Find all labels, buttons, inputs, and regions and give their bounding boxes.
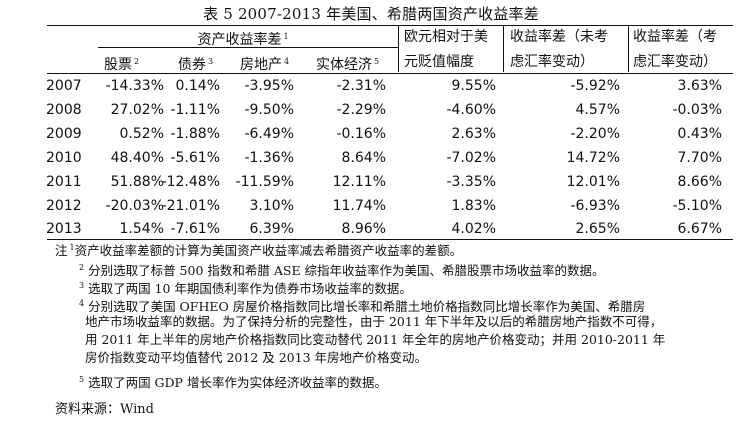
row-year: 2013 bbox=[46, 221, 82, 237]
header-stock: 股票 2 bbox=[104, 57, 140, 73]
header-separator bbox=[503, 26, 504, 72]
cell-bond: -1.88% bbox=[170, 126, 220, 142]
cell-spread-no-fx: 14.72% bbox=[566, 150, 620, 166]
row-year: 2007 bbox=[46, 78, 82, 94]
cell-realeconomy: -2.31% bbox=[336, 78, 386, 94]
cell-realestate: -3.95% bbox=[244, 78, 294, 94]
note-4-cont: 地产市场收益率的数据。为了保持分析的完整性，由于 2011 年下半年及以后的希腊… bbox=[85, 314, 663, 329]
note-5: 5 选取了两国 GDP 增长率作为实体经济收益率的数据。 bbox=[79, 375, 387, 390]
cell-bond: -12.48% bbox=[161, 174, 220, 190]
cell-euro-depreciation: -3.35% bbox=[446, 174, 496, 190]
cell-spread-no-fx: -2.20% bbox=[570, 126, 620, 142]
cell-euro-depreciation: -7.02% bbox=[446, 150, 496, 166]
cell-realeconomy: -2.29% bbox=[336, 102, 386, 118]
header-realestate: 房地产 4 bbox=[240, 57, 290, 73]
header-realeconomy: 实体经济 5 bbox=[316, 57, 380, 73]
cell-bond: -21.01% bbox=[161, 198, 220, 214]
header-group-label: 资产收益率差 1 bbox=[197, 32, 289, 48]
header-spread-no-fx-2: 虑汇率变动） bbox=[510, 54, 594, 70]
source-line: 资料来源：Wind bbox=[55, 402, 154, 417]
cell-bond: -5.61% bbox=[170, 150, 220, 166]
cell-realestate: -9.50% bbox=[244, 102, 294, 118]
row-year: 2010 bbox=[46, 150, 82, 166]
top-rule bbox=[47, 25, 733, 26]
cell-bond: 0.14% bbox=[175, 78, 220, 94]
note-1: 注 1资产收益率差额的计算为美国资产收益率减去希腊资产收益率的差额。 bbox=[55, 243, 463, 258]
cell-realeconomy: 8.64% bbox=[341, 150, 386, 166]
cell-realestate: -1.36% bbox=[244, 150, 294, 166]
cell-bond: -7.61% bbox=[170, 221, 220, 237]
cell-euro-depreciation: 2.63% bbox=[451, 126, 496, 142]
header-euro-depreciation-1: 欧元相对于美 bbox=[404, 29, 488, 45]
table-title: 表 5 2007-2013 年美国、希腊两国资产收益率差 bbox=[203, 5, 539, 23]
cell-realestate: 6.39% bbox=[249, 221, 294, 237]
cell-spread-no-fx: 2.65% bbox=[575, 221, 620, 237]
cell-euro-depreciation: 4.02% bbox=[451, 221, 496, 237]
note-4-cont: 房价指数变动平均值替代 2012 及 2013 年房地产价格变动。 bbox=[85, 350, 428, 365]
header-rule bbox=[47, 73, 733, 74]
cell-stock: -14.33% bbox=[105, 78, 164, 94]
header-spread-fx-2: 虑汇率变动） bbox=[633, 54, 717, 70]
cell-spread-fx: 8.66% bbox=[677, 174, 722, 190]
cell-stock: 1.54% bbox=[119, 221, 164, 237]
header-spread-no-fx-1: 收益率差（未考 bbox=[510, 29, 608, 45]
cell-realestate: -11.59% bbox=[235, 174, 294, 190]
cell-spread-no-fx: 4.57% bbox=[575, 102, 620, 118]
row-year: 2009 bbox=[46, 126, 82, 142]
cell-realestate: -6.49% bbox=[244, 126, 294, 142]
cell-spread-fx: -0.03% bbox=[672, 102, 722, 118]
cell-stock: 48.40% bbox=[110, 150, 164, 166]
cell-bond: -1.11% bbox=[170, 102, 220, 118]
cell-stock: -20.03% bbox=[105, 198, 164, 214]
cell-spread-fx: 0.43% bbox=[677, 126, 722, 142]
header-bond: 债券 3 bbox=[178, 57, 214, 73]
header-spread-fx-1: 收益率差（考 bbox=[633, 29, 717, 45]
note-4-cont: 用 2011 年上半年的房地产价格指数同比变动替代 2011 年全年的房地产价格… bbox=[85, 332, 666, 347]
cell-spread-fx: 7.70% bbox=[677, 150, 722, 166]
cell-realestate: 3.10% bbox=[249, 198, 294, 214]
note-3: 3 选取了两国 10 年期国债利率作为债券市场收益率的数据。 bbox=[79, 281, 412, 296]
cell-realeconomy: 12.11% bbox=[332, 174, 386, 190]
cell-spread-no-fx: -6.93% bbox=[570, 198, 620, 214]
note-4: 4 分别选取了美国 OFHEO 房屋价格指数同比增长率和希腊土地价格指数同比增长… bbox=[79, 299, 646, 314]
cell-stock: 51.88% bbox=[110, 174, 164, 190]
cell-realeconomy: 8.96% bbox=[341, 221, 386, 237]
row-year: 2012 bbox=[46, 198, 82, 214]
row-year: 2011 bbox=[46, 174, 82, 190]
cell-spread-fx: -5.10% bbox=[672, 198, 722, 214]
header-separator bbox=[628, 26, 629, 72]
cell-spread-fx: 3.63% bbox=[677, 78, 722, 94]
cell-stock: 0.52% bbox=[119, 126, 164, 142]
bottom-rule bbox=[47, 239, 733, 240]
note-2: 2 分别选取了标普 500 指数和希腊 ASE 综指年收益率作为美国、希腊股票市… bbox=[79, 263, 605, 278]
cell-realeconomy: 11.74% bbox=[332, 198, 386, 214]
header-group-underline bbox=[98, 47, 398, 48]
cell-euro-depreciation: -4.60% bbox=[446, 102, 496, 118]
cell-stock: 27.02% bbox=[110, 102, 164, 118]
cell-spread-fx: 6.67% bbox=[677, 221, 722, 237]
cell-realeconomy: -0.16% bbox=[336, 126, 386, 142]
cell-euro-depreciation: 1.83% bbox=[451, 198, 496, 214]
row-year: 2008 bbox=[46, 102, 82, 118]
cell-euro-depreciation: 9.55% bbox=[451, 78, 496, 94]
header-separator bbox=[398, 26, 399, 72]
cell-spread-no-fx: 12.01% bbox=[566, 174, 620, 190]
cell-spread-no-fx: -5.92% bbox=[570, 78, 620, 94]
header-euro-depreciation-2: 元贬值幅度 bbox=[404, 54, 474, 70]
